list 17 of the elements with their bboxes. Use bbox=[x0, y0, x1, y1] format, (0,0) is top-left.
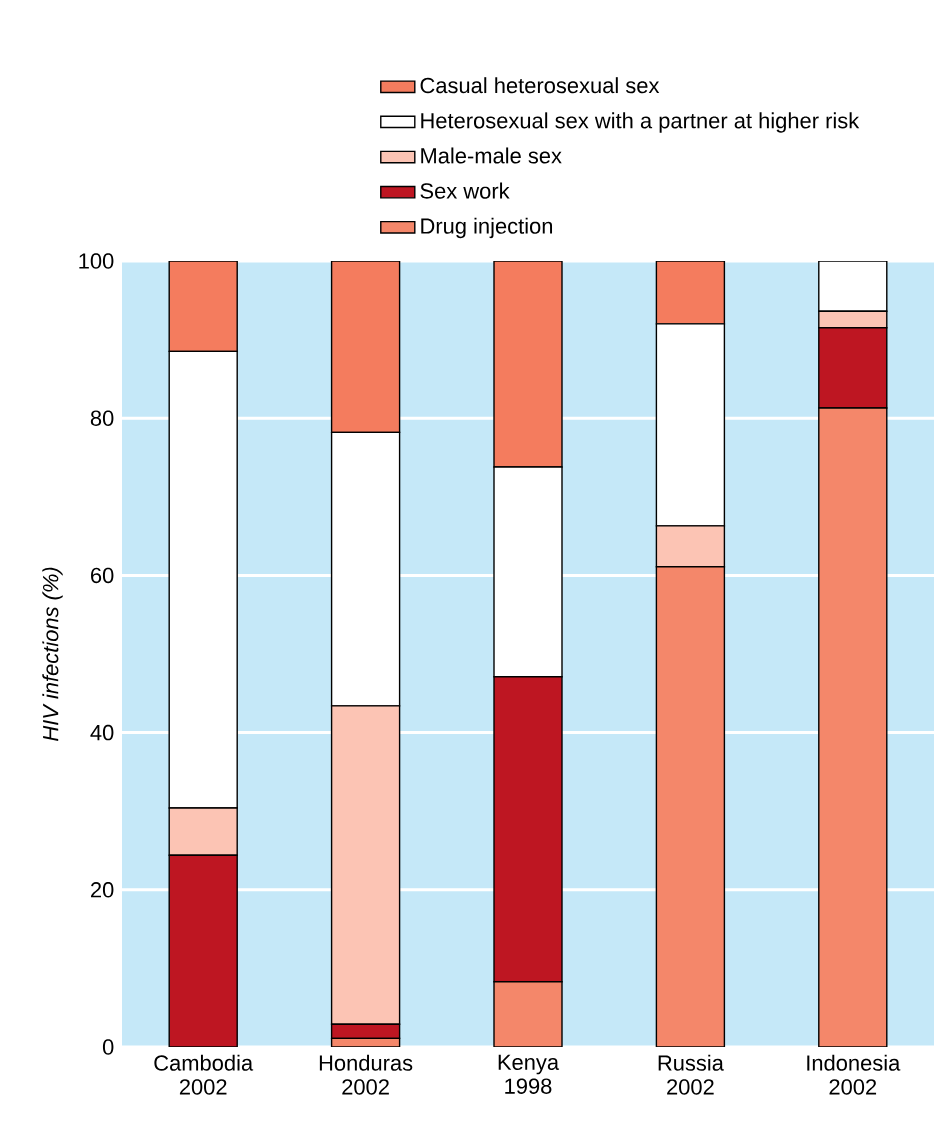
legend-label: Male-male sex bbox=[421, 147, 562, 164]
x-tick-label: Indonesia 2002 bbox=[807, 1054, 901, 1095]
x-tick-label: Russia 2002 bbox=[658, 1054, 724, 1095]
y-tick-label: 60 bbox=[91, 567, 114, 584]
legend-label: Casual heterosexual sex bbox=[420, 77, 660, 94]
y-tick-label: 80 bbox=[90, 410, 114, 426]
legend-label: Sex work bbox=[420, 182, 510, 199]
x-tick-label: Honduras 2002 bbox=[319, 1054, 413, 1095]
x-tick-label: Kenya 1998 bbox=[498, 1054, 560, 1094]
x-tick-label: Cambodia 2002 bbox=[154, 1054, 254, 1095]
legend-label: Drug injection bbox=[421, 217, 553, 239]
y-tick-label: 40 bbox=[90, 724, 114, 741]
legend-label: Heterosexual sex with a partner at higher risk bbox=[421, 112, 860, 133]
y-tick-label: 0 bbox=[102, 1039, 114, 1055]
y-axis-title: HIV infections (%) bbox=[42, 567, 63, 742]
y-tick-label: 100 bbox=[79, 253, 114, 269]
y-tick-label: 20 bbox=[91, 882, 114, 898]
